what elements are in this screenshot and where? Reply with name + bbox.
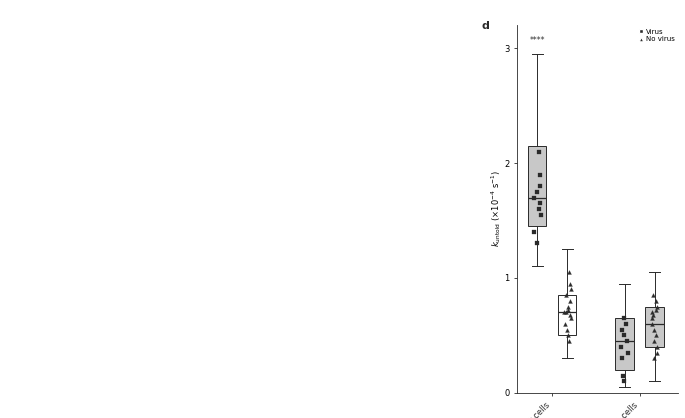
Legend: Virus, No virus: Virus, No virus xyxy=(636,26,677,45)
Bar xyxy=(558,295,576,335)
Point xyxy=(649,326,660,333)
Bar xyxy=(528,146,547,226)
Point xyxy=(562,332,573,339)
Point xyxy=(651,349,662,356)
Point xyxy=(536,212,547,218)
Point xyxy=(618,378,629,385)
Point xyxy=(529,194,540,201)
Point xyxy=(560,309,571,316)
Point xyxy=(619,332,630,339)
Point xyxy=(619,315,630,321)
Point xyxy=(534,206,545,212)
Point xyxy=(618,372,629,379)
Point xyxy=(649,338,660,344)
Point xyxy=(651,303,662,310)
Point xyxy=(621,338,632,344)
Point xyxy=(534,200,545,206)
Bar xyxy=(616,318,634,370)
Y-axis label: $k_{\mathrm{untold}}$ ($\times$10$^{-4}$ s$^{-1}$): $k_{\mathrm{untold}}$ ($\times$10$^{-4}$… xyxy=(489,171,503,247)
Point xyxy=(651,298,662,304)
Bar xyxy=(645,307,664,347)
Point xyxy=(564,338,575,344)
Point xyxy=(616,355,627,362)
Point xyxy=(565,280,576,287)
Point xyxy=(566,286,577,293)
Point xyxy=(564,269,575,275)
Point xyxy=(563,303,574,310)
Point xyxy=(621,321,632,327)
Point xyxy=(564,298,575,304)
Point xyxy=(560,292,571,298)
Point xyxy=(535,183,546,189)
Point xyxy=(529,229,540,235)
Point xyxy=(646,315,657,321)
Point xyxy=(623,349,634,356)
Point xyxy=(651,344,662,350)
Point xyxy=(647,321,658,327)
Point xyxy=(648,355,659,362)
Point xyxy=(560,321,571,327)
Point xyxy=(534,148,545,155)
Point xyxy=(647,311,658,318)
Point xyxy=(616,326,627,333)
Point xyxy=(565,315,576,321)
Text: d: d xyxy=(482,21,490,31)
Point xyxy=(532,240,543,247)
Point xyxy=(651,307,662,314)
Point xyxy=(564,311,575,318)
Point xyxy=(647,292,658,298)
Point xyxy=(563,307,574,314)
Point xyxy=(532,189,543,195)
Point xyxy=(651,332,662,339)
Text: ****: **** xyxy=(530,36,545,45)
Point xyxy=(558,309,569,316)
Point xyxy=(647,309,658,316)
Point xyxy=(534,171,545,178)
Point xyxy=(561,326,572,333)
Point xyxy=(616,344,627,350)
